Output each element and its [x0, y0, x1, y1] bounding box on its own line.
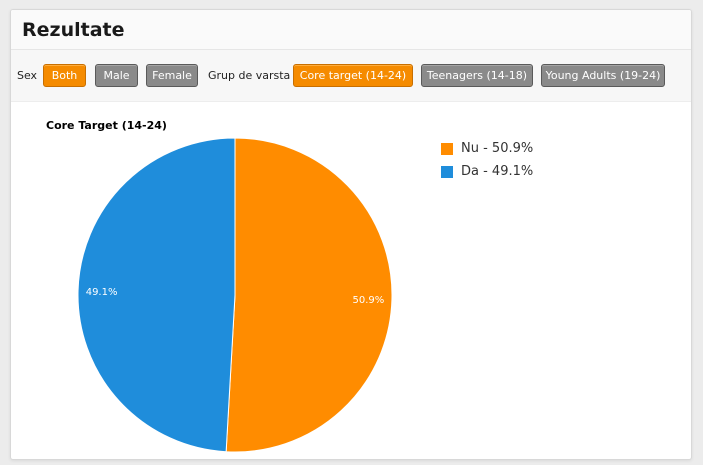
legend-item-nu[interactable]: Nu - 50.9%	[441, 137, 533, 160]
legend-swatch	[441, 142, 453, 155]
sex-both-button[interactable]: Both	[43, 64, 86, 87]
slice-label-da: 49.1%	[86, 287, 118, 298]
legend-swatch	[441, 165, 453, 178]
sex-female-button[interactable]: Female	[146, 64, 198, 87]
slice-label-nu: 50.9%	[353, 295, 385, 306]
legend-label: Nu - 50.9%	[461, 141, 534, 156]
sex-filter-label: Sex	[17, 69, 38, 82]
results-panel: Rezultate Sex Both Male Female Grup de v…	[10, 9, 692, 460]
chart-title: Core Target (14-24)	[46, 119, 167, 132]
age-group-filter-label: Grup de varsta	[208, 69, 291, 82]
age-teenagers-button[interactable]: Teenagers (14-18)	[421, 64, 533, 87]
chart-area: Core Target (14-24) 50.9% 49.1% Nu - 50.9…	[11, 102, 691, 459]
legend-item-da[interactable]: Da - 49.1%	[441, 160, 533, 183]
page-title: Rezultate	[22, 18, 125, 41]
panel-header: Rezultate	[11, 10, 691, 50]
legend-label: Da - 49.1%	[461, 164, 534, 179]
pie-slice-nu[interactable]	[225, 137, 393, 453]
sex-male-button[interactable]: Male	[95, 64, 138, 87]
age-young-adults-button[interactable]: Young Adults (19-24)	[541, 64, 665, 87]
pie-slice-da[interactable]	[77, 137, 236, 453]
chart-legend: Nu - 50.9% Da - 49.1%	[441, 137, 533, 183]
filter-bar: Sex Both Male Female Grup de varsta Core…	[11, 50, 691, 102]
age-core-target-button[interactable]: Core target (14-24)	[293, 64, 413, 87]
pie-chart: 50.9% 49.1%	[77, 137, 393, 453]
